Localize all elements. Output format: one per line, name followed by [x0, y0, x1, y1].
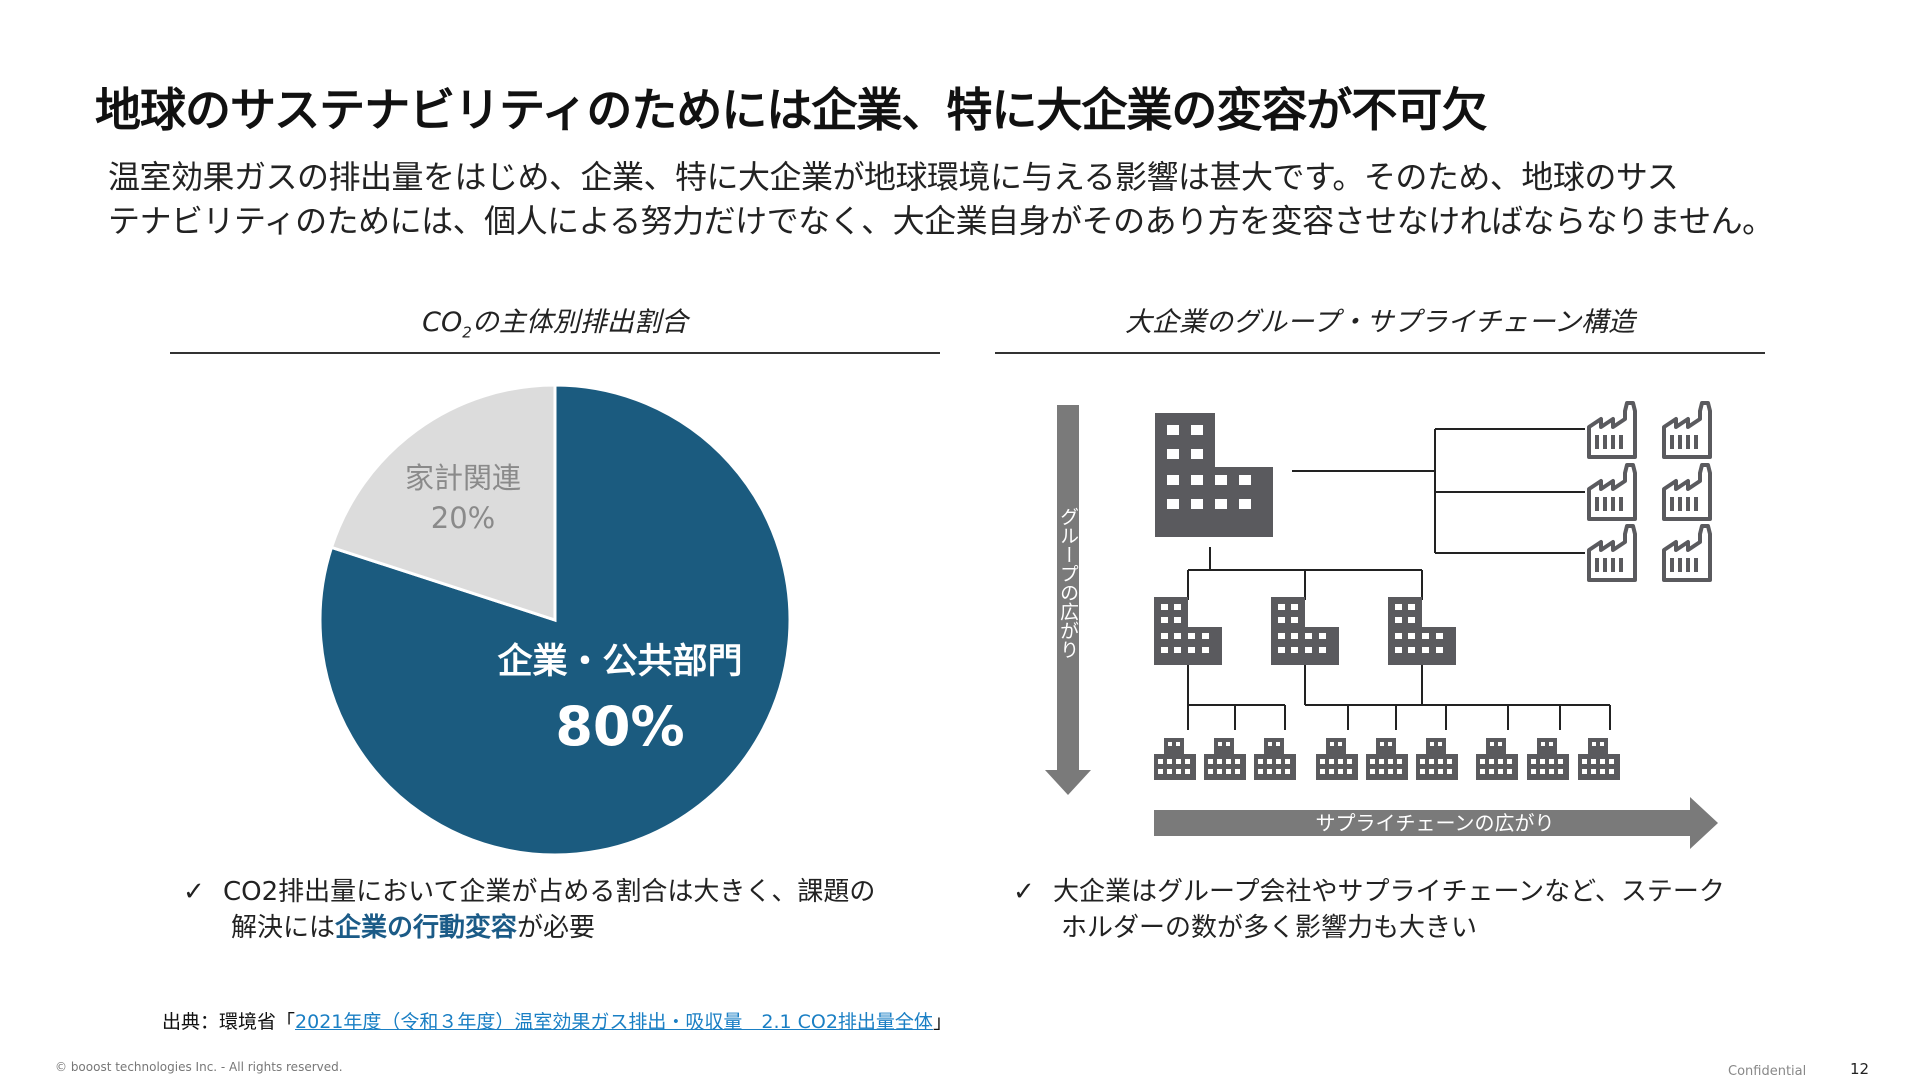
co2-pie-chart: 家計関連 20% 企業・公共部門 80% — [318, 383, 792, 857]
check-icon: ✓ — [1013, 877, 1035, 907]
subsidiary-icon — [1388, 597, 1456, 665]
left-bullet-text-2b: が必要 — [517, 913, 596, 943]
supply-chain-label: サプライチェーンの広がり — [1316, 811, 1555, 835]
supplier-icon — [1154, 738, 1196, 780]
supplier-icon — [1476, 738, 1518, 780]
factory-icon — [1587, 401, 1637, 459]
supplier-icon — [1316, 738, 1358, 780]
left-section-title: CO2の主体別排出割合 — [170, 300, 940, 341]
supplier-icon — [1366, 738, 1408, 780]
supplier-icon — [1578, 738, 1620, 780]
subsidiary-icon — [1271, 597, 1339, 665]
left-title-rest: の主体別排出割合 — [471, 307, 688, 338]
factory-icon — [1587, 524, 1637, 582]
subsidiary-icon — [1154, 597, 1222, 665]
left-bullet-emphasis: 企業の行動変容 — [335, 913, 518, 943]
source-link[interactable]: 2021年度（令和３年度）温室効果ガス排出・吸収量 2.1 CO2排出量全体 — [295, 1011, 933, 1033]
supplier-icon — [1416, 738, 1458, 780]
diagram-connectors — [1187, 428, 1611, 730]
source-suffix: 」 — [932, 1011, 952, 1033]
left-section-rule — [170, 352, 940, 354]
pie-slices — [318, 383, 792, 857]
check-icon: ✓ — [183, 877, 205, 907]
right-section-title: 大企業のグループ・サプライチェーン構造 — [1124, 307, 1636, 338]
supplier-icon — [1204, 738, 1246, 780]
left-bullet: ✓ CO2排出量において企業が占める割合は大きく、課題の 解決には企業の行動変容が… — [183, 874, 943, 946]
lead-text-line-2: テナビリティのためには、個人による努力だけでなく、大企業自身がそのあり方を変容さ… — [108, 202, 1774, 240]
left-title-subscript: 2 — [462, 323, 472, 342]
page-number: 12 — [1850, 1060, 1870, 1078]
right-bullet-line-2: ホルダーの数が多く影響力も大きい — [1061, 913, 1478, 943]
right-section-rule — [995, 352, 1765, 354]
confidential-label: Confidential — [1728, 1064, 1807, 1079]
pie-label-household-name: 家計関連 — [405, 461, 521, 495]
pie-label-household-value: 20% — [431, 501, 495, 535]
right-bullet-line-1: ✓ 大企業はグループ会社やサプライチェーンなど、ステーク — [1013, 874, 1793, 910]
supplier-icon — [1254, 738, 1296, 780]
pie-label-corporate-value: 80% — [555, 695, 684, 758]
page-title: 地球のサステナビリティのためには企業、特に大企業の変容が不可欠 — [95, 83, 1487, 137]
left-bullet-text-1: CO2排出量において企業が占める割合は大きく、課題の — [223, 877, 876, 907]
group-expansion-label: グループの広がり — [1057, 507, 1079, 659]
parent-company-icon — [1155, 413, 1273, 537]
supplier-icon — [1527, 738, 1569, 780]
supply-chain-arrow — [1154, 797, 1718, 849]
factory-icon — [1662, 401, 1712, 459]
lead-text-line-1: 温室効果ガスの排出量をはじめ、企業、特に大企業が地球環境に与える影響は甚大です。… — [108, 158, 1679, 196]
source-prefix: 出典：環境省「 — [162, 1011, 296, 1033]
copyright: © booost technologies Inc. - All rights … — [55, 1060, 343, 1074]
left-bullet-line-2: 解決には企業の行動変容が必要 — [183, 910, 943, 946]
left-bullet-text-2a: 解決には — [231, 913, 336, 943]
left-title-co: CO — [422, 307, 463, 338]
factory-icon — [1587, 463, 1637, 521]
right-bullet-text-1: 大企業はグループ会社やサプライチェーンなど、ステーク — [1053, 877, 1725, 907]
pie-label-corporate-name: 企業・公共部門 — [497, 641, 742, 682]
left-bullet-line-1: ✓ CO2排出量において企業が占める割合は大きく、課題の — [183, 874, 943, 910]
group-expansion-arrow — [1045, 405, 1091, 795]
supply-chain-diagram: グループの広がり サプライチェーンの広がり — [1045, 401, 1718, 849]
source-citation: 出典：環境省「2021年度（令和３年度）温室効果ガス排出・吸収量 2.1 CO2… — [162, 1007, 952, 1034]
pie-slice-household — [329, 383, 557, 623]
factory-icon — [1662, 524, 1712, 582]
factory-icon — [1662, 463, 1712, 521]
right-bullet: ✓ 大企業はグループ会社やサプライチェーンなど、ステーク ホルダーの数が多く影響力… — [1013, 874, 1793, 946]
